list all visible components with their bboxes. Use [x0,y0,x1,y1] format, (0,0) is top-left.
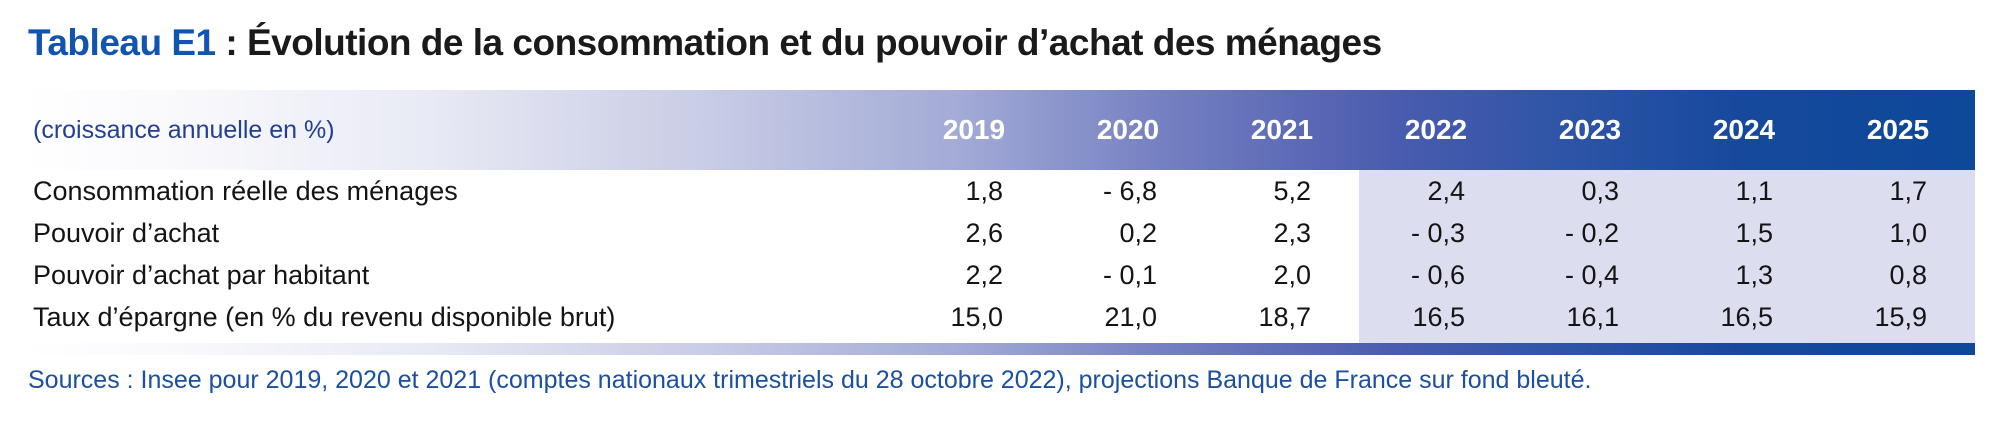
source-note: Sources : Insee pour 2019, 2020 et 2021 … [28,366,1592,394]
value-cell: 15,0 [950,301,1003,332]
value-cell: - 0,1 [1102,259,1157,290]
table-row: Consommation réelle des ménages 1,8 - 6,8 5… [25,170,1975,212]
year-header-2023: 2023 [1558,114,1622,145]
table-title-text: : Évolution de la consommation et du pou… [215,22,1382,63]
value-cell: - 0,6 [1410,259,1465,290]
row-label: Taux d’épargne (en % du revenu disponibl… [33,301,616,332]
value-cell: 2,4 [1427,175,1465,206]
year-header-2024: 2024 [1712,114,1776,145]
value-cell: 2,2 [965,259,1003,290]
value-cell: 2,6 [965,217,1003,248]
row-label: Pouvoir d’achat [33,217,220,248]
page-title: Tableau E1 : Évolution de la consommatio… [28,22,1382,64]
table-header-row: (croissance annuelle en %) 2019 2020 2021 2… [25,90,1975,170]
value-cell: 1,7 [1889,175,1927,206]
value-cell: 0,3 [1581,175,1619,206]
value-cell: 1,0 [1889,217,1927,248]
table-bottom-bar [25,343,1975,355]
year-header-2019: 2019 [942,114,1006,145]
value-cell: 16,5 [1412,301,1465,332]
value-cell: 16,5 [1720,301,1773,332]
value-cell: - 0,3 [1410,217,1465,248]
value-cell: - 6,8 [1102,175,1157,206]
value-cell: 21,0 [1104,301,1157,332]
table-row: Pouvoir d’achat par habitant 2,2 - 0,1 2,0 -… [25,254,1975,296]
row-label: Pouvoir d’achat par habitant [33,259,370,290]
table-body-rows: Consommation réelle des ménages 1,8 - 6,8 5… [25,170,1975,338]
value-cell: 1,3 [1735,259,1773,290]
value-cell: 1,5 [1735,217,1773,248]
value-cell: 2,3 [1273,217,1311,248]
value-cell: 0,2 [1119,217,1157,248]
value-cell: 15,9 [1874,301,1927,332]
value-cell: 0,8 [1889,259,1927,290]
value-cell: 1,8 [965,175,1003,206]
table-number: Tableau E1 [28,22,216,63]
value-cell: - 0,2 [1564,217,1619,248]
year-header-2021: 2021 [1250,114,1314,145]
value-cell: 16,1 [1566,301,1619,332]
table-body: Consommation réelle des ménages 1,8 - 6,8 5… [25,170,1975,343]
row-label: Consommation réelle des ménages [33,175,458,206]
value-cell: 2,0 [1273,259,1311,290]
year-header-2025: 2025 [1866,114,1930,145]
value-cell: 1,1 [1735,175,1773,206]
year-header-2022: 2022 [1404,114,1468,145]
value-cell: 18,7 [1258,301,1311,332]
projection-highlight [1359,170,1975,343]
value-cell: - 0,4 [1564,259,1619,290]
unit-label: (croissance annuelle en %) [33,115,335,144]
table-row: Pouvoir d’achat 2,6 0,2 2,3 - 0,3 - 0,2 1,5 1,0 [25,212,1975,254]
table-row: Taux d’épargne (en % du revenu disponibl… [25,296,1975,338]
year-header-2020: 2020 [1096,114,1160,145]
table: (croissance annuelle en %) 2019 2020 2021 2… [25,90,1975,355]
value-cell: 5,2 [1273,175,1311,206]
